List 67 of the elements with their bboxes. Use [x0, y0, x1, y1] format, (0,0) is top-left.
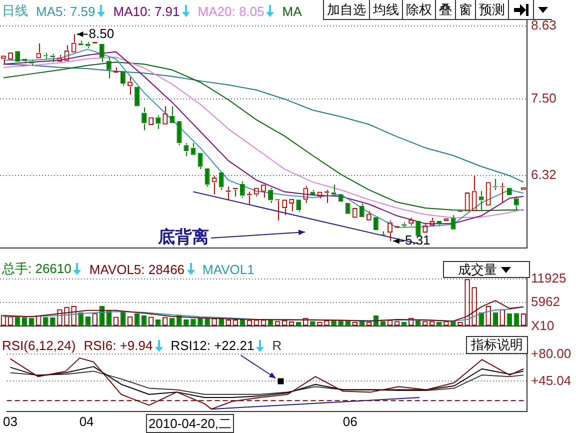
- x-tick-label: 04: [79, 414, 94, 429]
- text: 除权: [403, 0, 436, 19]
- candlestick: [156, 114, 161, 130]
- text: 叠: [436, 0, 456, 19]
- chart-title: 日线: [2, 2, 28, 20]
- y-tick-label: 5962: [531, 294, 560, 310]
- candlestick: [345, 202, 350, 214]
- y-tick-label: +80.00: [531, 346, 572, 361]
- candlestick: [324, 189, 330, 204]
- annotation: 指标说明: [471, 336, 523, 354]
- candlestick: [99, 44, 104, 63]
- candlestick: [176, 121, 182, 146]
- text: 成交量: [458, 260, 497, 278]
- text: MA10: 7.91: [113, 4, 180, 18]
- candlestick: [106, 57, 112, 79]
- bar: [478, 312, 484, 326]
- text: 2010-04-20,二: [148, 414, 232, 432]
- candlestick: [296, 200, 302, 212]
- bar: [14, 316, 20, 326]
- text: 均线: [370, 0, 403, 19]
- candlestick: [218, 172, 224, 190]
- text: 总手: 26610: [2, 260, 72, 278]
- y-tick-label: X10: [531, 318, 554, 333]
- bar: [134, 314, 140, 326]
- y-tick-label: 8.63: [531, 17, 556, 32]
- x-tick-label: 03: [3, 414, 18, 429]
- series-label: RSI6: +9.94: [84, 338, 153, 353]
- candlestick: [246, 191, 252, 206]
- text: MA20: 8.05: [198, 4, 264, 18]
- bar: [492, 312, 498, 326]
- candlestick: [170, 106, 175, 124]
- text: 窗: [456, 0, 476, 19]
- annotation: 8.50: [88, 26, 114, 41]
- text: 预测: [476, 0, 509, 19]
- candlestick: [514, 196, 519, 210]
- text: RSI12: +22.21: [170, 338, 254, 353]
- candlestick: [240, 180, 245, 198]
- bar: [78, 312, 84, 326]
- annotation: 底背离: [157, 227, 209, 246]
- text: MAVOL1: [202, 262, 254, 276]
- candlestick: [15, 51, 20, 62]
- candlestick: [416, 220, 421, 236]
- y-tick-label: 7.50: [531, 90, 556, 106]
- candlestick: [142, 107, 147, 131]
- text: R: [272, 338, 282, 353]
- y-tick-label: +45.04: [531, 372, 572, 388]
- candlestick: [134, 86, 140, 106]
- candlestick: [268, 187, 273, 204]
- bar: [141, 316, 147, 326]
- candlestick: [190, 142, 196, 155]
- x-tick-label: 06: [342, 414, 358, 429]
- bar: [85, 316, 90, 326]
- candlestick: [184, 142, 189, 157]
- annotation: 5.31: [404, 232, 430, 248]
- text: MAVOL5: 28466: [89, 262, 185, 276]
- candlestick: [373, 217, 378, 230]
- candlestick: [120, 71, 126, 86]
- y-tick-label: 6.32: [531, 167, 556, 182]
- text: 加自选: [324, 0, 370, 19]
- text: MA: [282, 4, 302, 18]
- text: MA5: 7.59: [36, 4, 96, 18]
- y-tick-label: 11925: [531, 270, 566, 286]
- candlestick: [338, 194, 344, 202]
- bar: [514, 313, 520, 326]
- candlestick: [359, 202, 364, 218]
- chart-title: RSI(6,12,24): [2, 338, 76, 353]
- bar: [120, 312, 126, 326]
